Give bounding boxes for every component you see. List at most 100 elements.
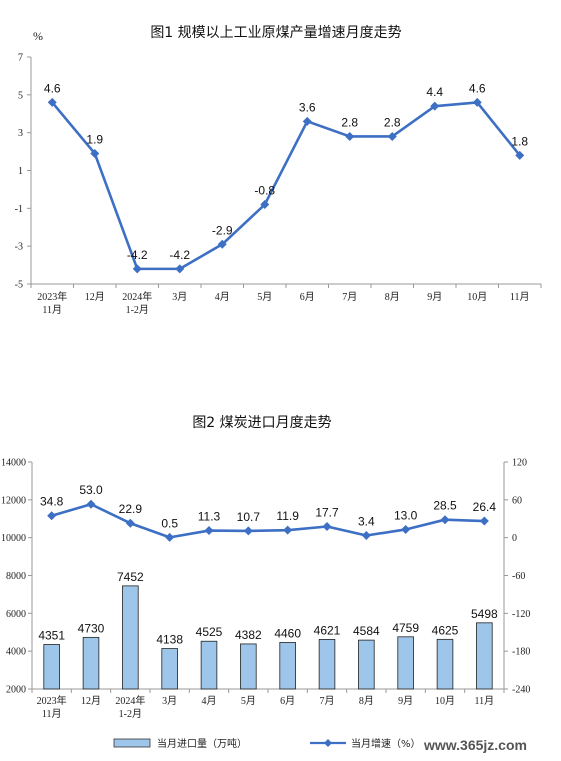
- chart2-bar: [43, 644, 60, 690]
- chart1-data-label: 4.6: [469, 81, 486, 95]
- chart1-data-point: [515, 150, 525, 160]
- chart1-y-tick-label: -5: [15, 280, 23, 291]
- chart2-growth-point: [361, 531, 371, 541]
- chart1-data-label: 2.8: [341, 115, 358, 129]
- chart1-x-tick-label: 2023年: [37, 290, 67, 303]
- chart2-growth-label: 53.0: [79, 483, 103, 497]
- chart1-x-tick-label: 11月: [510, 291, 530, 303]
- chart2-growth-point: [479, 516, 489, 526]
- chart2-growth-label: 10.7: [237, 510, 261, 524]
- chart1-y-tick-label: -3: [15, 242, 23, 253]
- chart2-x-tick-label: 12月: [81, 695, 101, 707]
- chart2-bar-label: 4460: [274, 626, 301, 640]
- chart1-data-point: [132, 264, 142, 274]
- chart2-growth-point: [322, 522, 332, 532]
- chart2-bar: [161, 648, 178, 690]
- chart1-x-tick-label: 2024年: [122, 290, 152, 303]
- chart2-x-tick-label: 8月: [359, 695, 374, 707]
- chart1-data-label: 4.4: [426, 85, 443, 99]
- chart2-legend: 当月进口量（万吨） 当月增速（%）: [113, 737, 421, 750]
- chart2-left-tick-label: 10000: [1, 533, 26, 544]
- chart1-x-tick-label: 3月: [172, 291, 187, 303]
- watermark: www.365jz.com: [423, 737, 527, 753]
- chart1-data-point: [302, 116, 312, 126]
- chart2-bar: [436, 638, 454, 690]
- chart2-bar-label: 4759: [392, 621, 419, 635]
- legend-line-marker: [324, 739, 332, 747]
- chart2-bar: [122, 585, 139, 690]
- chart1-x-tick-label: 4月: [215, 291, 230, 303]
- chart1-data-label: 1.9: [86, 132, 103, 146]
- chart1-data-point: [387, 131, 397, 141]
- chart2-bar: [279, 642, 296, 690]
- chart1-y-tick-label: 7: [18, 53, 23, 64]
- chart2-bar: [358, 639, 375, 690]
- chart1-data-point: [345, 131, 355, 141]
- chart1-x-tick-label: 8月: [385, 291, 400, 303]
- chart1-data-label: -4.2: [127, 248, 148, 262]
- chart2-title: 图2 煤炭进口月度走势: [192, 415, 331, 431]
- chart2-x-tick-label: 9月: [398, 695, 413, 707]
- chart2-x-tick-label: 1-2月: [119, 708, 142, 720]
- chart2-bar-label: 4625: [432, 623, 459, 637]
- chart2-left-tick-label: 8000: [6, 571, 26, 582]
- chart1-x-tick-label: 5月: [257, 291, 272, 303]
- chart2-bar: [476, 622, 493, 690]
- chart2-growth-label: 13.0: [394, 508, 418, 522]
- chart1-data-point: [260, 200, 270, 210]
- chart1-x-tick-label: 10月: [467, 291, 487, 303]
- chart2-growth-label: 11.9: [276, 509, 299, 523]
- chart1-ylabel: %: [33, 29, 43, 43]
- chart1-title: 图1 规模以上工业原煤产量增速月度走势: [150, 25, 401, 41]
- chart2-left-tick-label: 2000: [6, 685, 26, 696]
- chart2-x-tick-label: 6月: [280, 695, 295, 707]
- chart2-growth-point: [47, 511, 57, 521]
- chart2-growth-point: [204, 526, 214, 536]
- chart2-bar-label: 7452: [117, 570, 144, 584]
- chart2-right-tick-label: 60: [512, 495, 522, 506]
- chart2-left-tick-label: 14000: [1, 458, 26, 469]
- legend-line-label: 当月增速（%）: [351, 737, 421, 750]
- chart2-x-tick-label: 10月: [435, 695, 455, 707]
- chart2-bar-label: 4584: [353, 624, 380, 638]
- chart1-data-label: 4.6: [44, 81, 61, 95]
- chart2-right-tick-label: -120: [512, 609, 530, 620]
- chart2-bar-label: 4351: [38, 629, 65, 643]
- chart2-bar-label: 4525: [196, 625, 223, 639]
- chart2-bar: [318, 639, 336, 690]
- chart2-x-tick-label: 7月: [320, 695, 335, 707]
- chart2-growth-point: [243, 526, 253, 536]
- chart2-growth-point: [86, 499, 96, 509]
- chart2-bar: [82, 636, 100, 690]
- chart1-data-point: [430, 101, 440, 111]
- chart2-right-tick-label: -240: [512, 685, 530, 696]
- legend-bar-label: 当月进口量（万吨）: [157, 737, 247, 750]
- chart2-x-tick-label: 5月: [241, 695, 256, 707]
- chart2-growth-label: 34.8: [40, 495, 64, 509]
- chart2-plot: 14000 12000 10000 8000 6000 4000 2000 120 60 0 -60…: [1, 458, 530, 721]
- chart1-data-point: [217, 239, 227, 249]
- chart2-bar-label: 4621: [314, 623, 341, 637]
- chart2-growth-point: [401, 524, 411, 534]
- chart1-x-tick-label: 11月: [42, 304, 62, 316]
- chart1-series-line: [51, 101, 521, 271]
- chart2-left-tick-label: 12000: [1, 495, 26, 506]
- chart2-growth-label: 17.7: [315, 506, 339, 520]
- chart1-data-label: -2.9: [212, 223, 233, 237]
- chart1-data-label: 1.8: [511, 134, 528, 148]
- chart2-right-tick-label: 120: [512, 458, 527, 469]
- chart1-y-tick-label: -1: [15, 204, 23, 215]
- chart1-x-tick-label: 9月: [427, 291, 442, 303]
- chart1-x-tick-label: 12月: [85, 291, 105, 303]
- chart2-x-tick-label: 11月: [42, 708, 62, 720]
- chart2-growth-label: 11.3: [198, 510, 221, 524]
- chart2-growth-label: 3.4: [358, 515, 375, 529]
- chart2-left-tick-label: 4000: [6, 647, 26, 658]
- chart1-data-label: 2.8: [384, 115, 401, 129]
- chart1-y-tick-label: 1: [18, 166, 23, 177]
- legend-bar-swatch: [113, 738, 151, 748]
- chart2-bar: [397, 636, 414, 690]
- chart1-data-label: -0.8: [254, 184, 275, 198]
